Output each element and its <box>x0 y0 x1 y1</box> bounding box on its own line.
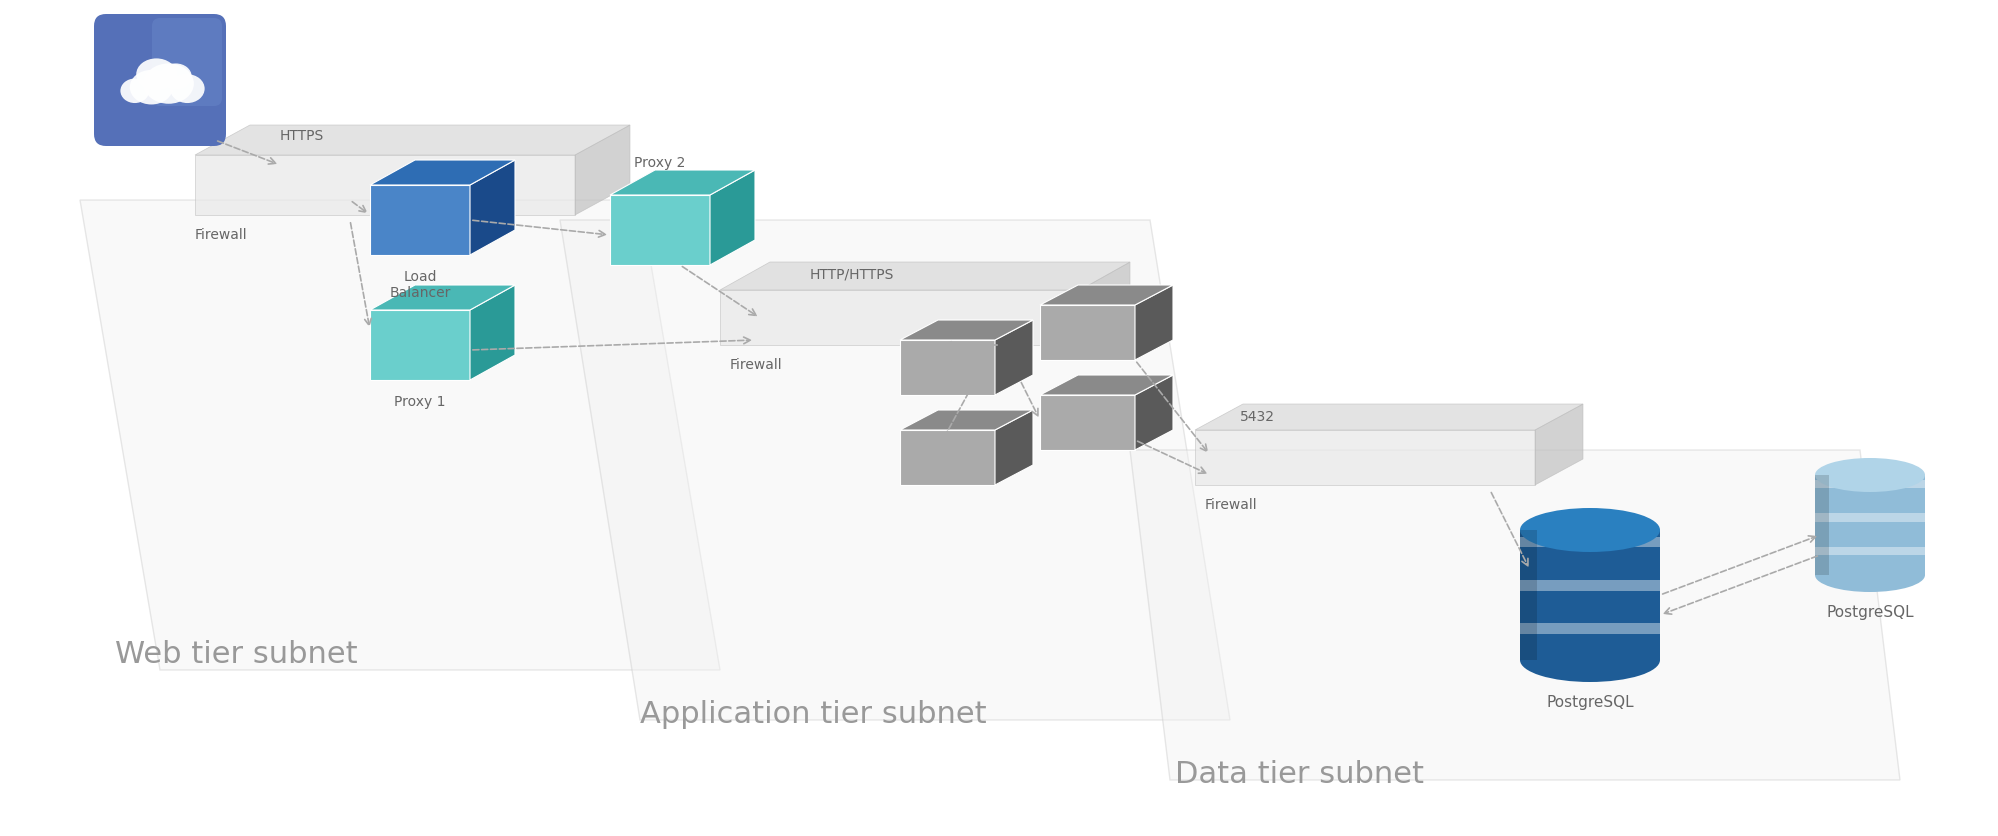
Text: 5432: 5432 <box>1239 410 1275 424</box>
Polygon shape <box>1039 395 1135 450</box>
Bar <box>1814 475 1924 575</box>
Text: PostgreSQL: PostgreSQL <box>1826 605 1912 620</box>
Polygon shape <box>575 125 629 215</box>
Polygon shape <box>370 185 470 255</box>
Bar <box>1814 480 1924 488</box>
Text: Firewall: Firewall <box>1205 498 1257 512</box>
Polygon shape <box>899 430 995 485</box>
Polygon shape <box>370 285 515 310</box>
Ellipse shape <box>120 79 150 103</box>
Polygon shape <box>719 290 1079 345</box>
Polygon shape <box>370 310 470 380</box>
Polygon shape <box>1039 285 1173 305</box>
Polygon shape <box>609 170 755 195</box>
Ellipse shape <box>136 59 176 90</box>
Ellipse shape <box>1814 558 1924 592</box>
Polygon shape <box>1039 305 1135 360</box>
Text: Proxy 2: Proxy 2 <box>633 156 685 170</box>
Bar <box>1518 537 1658 548</box>
Text: Firewall: Firewall <box>729 358 783 372</box>
Polygon shape <box>1195 404 1582 430</box>
Ellipse shape <box>144 64 194 104</box>
Polygon shape <box>196 125 629 155</box>
Polygon shape <box>1079 262 1129 345</box>
Polygon shape <box>719 262 1129 290</box>
Polygon shape <box>899 340 995 395</box>
Bar <box>1518 623 1658 634</box>
Polygon shape <box>370 160 515 185</box>
Polygon shape <box>1129 450 1898 780</box>
Ellipse shape <box>1518 638 1658 682</box>
Ellipse shape <box>130 70 174 104</box>
Bar <box>1518 580 1658 591</box>
Polygon shape <box>995 320 1033 395</box>
Text: Application tier subnet: Application tier subnet <box>639 700 987 729</box>
Bar <box>1518 530 1658 660</box>
Text: Proxy 1: Proxy 1 <box>394 395 446 409</box>
Polygon shape <box>609 195 709 265</box>
Bar <box>1814 475 1828 575</box>
Polygon shape <box>470 160 515 255</box>
Polygon shape <box>196 155 575 215</box>
Ellipse shape <box>170 74 204 103</box>
Text: Web tier subnet: Web tier subnet <box>116 640 358 669</box>
Polygon shape <box>1195 430 1534 485</box>
Text: Data tier subnet: Data tier subnet <box>1175 760 1423 789</box>
Polygon shape <box>995 410 1033 485</box>
Bar <box>1814 513 1924 522</box>
Polygon shape <box>80 200 719 670</box>
Ellipse shape <box>1518 508 1658 552</box>
FancyBboxPatch shape <box>152 18 222 106</box>
Text: HTTP/HTTPS: HTTP/HTTPS <box>809 268 893 282</box>
Polygon shape <box>559 220 1229 720</box>
Polygon shape <box>1534 404 1582 485</box>
Text: HTTPS: HTTPS <box>280 129 324 143</box>
Ellipse shape <box>160 64 192 89</box>
Polygon shape <box>709 170 755 265</box>
FancyBboxPatch shape <box>94 14 226 146</box>
Text: Firewall: Firewall <box>196 228 248 242</box>
Bar <box>1518 530 1536 660</box>
Polygon shape <box>899 320 1033 340</box>
Polygon shape <box>1039 375 1173 395</box>
Polygon shape <box>899 410 1033 430</box>
Polygon shape <box>1135 375 1173 450</box>
Polygon shape <box>470 285 515 380</box>
Text: Load
Balancer: Load Balancer <box>390 270 450 300</box>
Polygon shape <box>1135 285 1173 360</box>
Ellipse shape <box>1814 458 1924 492</box>
Text: PostgreSQL: PostgreSQL <box>1544 695 1632 710</box>
Bar <box>1814 547 1924 555</box>
